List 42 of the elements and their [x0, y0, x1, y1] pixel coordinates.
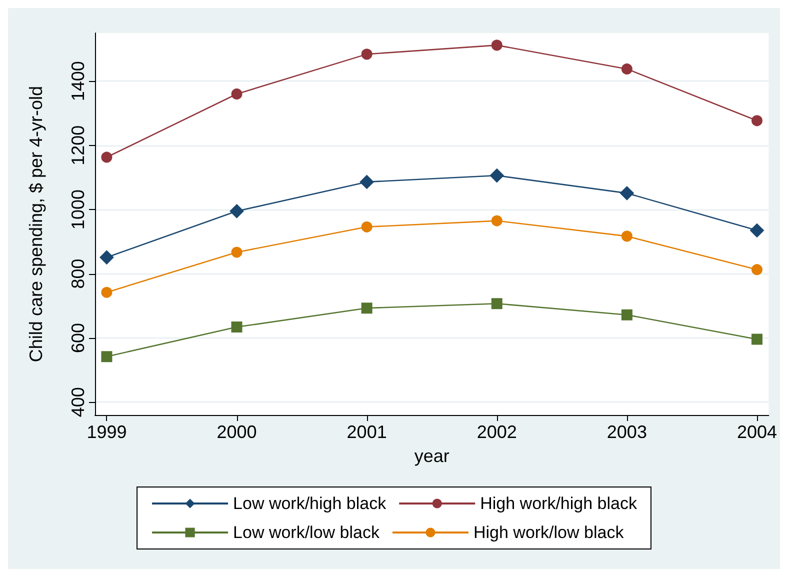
point	[491, 40, 502, 51]
y-tick-label: 600	[68, 322, 88, 353]
x-tick-label: 2004	[736, 422, 777, 442]
point	[620, 186, 634, 200]
point	[360, 174, 374, 189]
point	[230, 204, 244, 218]
point	[621, 63, 632, 74]
point	[491, 298, 502, 310]
point	[621, 230, 632, 242]
point	[100, 250, 114, 264]
legend-label: High work/high black	[480, 494, 638, 513]
legend-label: Low work/high black	[233, 494, 387, 513]
y-tick-label: 800	[68, 258, 88, 289]
point	[101, 152, 112, 163]
point	[101, 286, 112, 298]
y-tick-label: 1200	[68, 125, 88, 166]
point	[231, 246, 242, 258]
x-axis-title: year	[414, 446, 450, 466]
point	[491, 215, 502, 226]
point	[750, 223, 764, 238]
point	[361, 221, 372, 232]
x-tick-label: 1999	[86, 422, 127, 442]
y-tick-label: 1400	[68, 61, 88, 102]
point	[751, 334, 762, 345]
point	[490, 168, 504, 183]
x-tick-label: 2003	[606, 422, 647, 442]
point	[231, 88, 242, 100]
x-tick-label: 2002	[476, 422, 517, 442]
legend-label: High work/low black	[473, 523, 624, 542]
point	[361, 302, 372, 314]
point	[751, 115, 762, 126]
x-tick-label: 2001	[346, 422, 387, 442]
legend-label: Low work/low black	[233, 523, 380, 542]
point	[361, 48, 372, 60]
point	[621, 309, 632, 320]
point	[231, 322, 242, 333]
x-tick-label: 2000	[216, 422, 257, 442]
y-axis-title: Child care spending, $ per 4-yr-old	[26, 86, 46, 362]
y-tick-label: 1000	[68, 190, 88, 230]
point	[751, 264, 762, 276]
point	[101, 351, 112, 362]
y-tick-label: 400	[68, 387, 88, 418]
